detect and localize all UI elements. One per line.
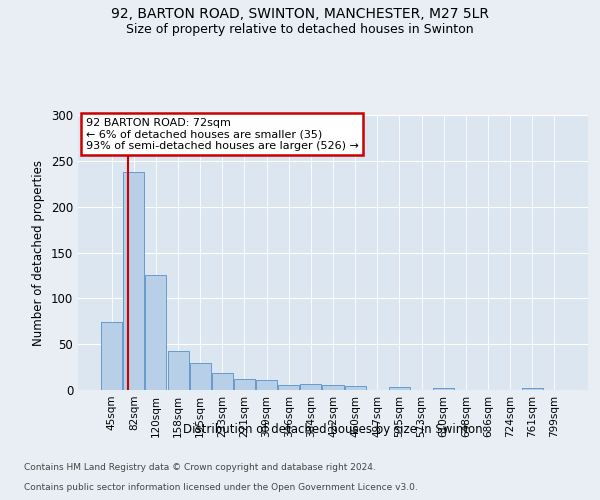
Bar	[234, 379, 255, 390]
Bar	[322, 386, 344, 390]
Bar	[278, 384, 299, 390]
Bar	[521, 388, 542, 390]
Text: 92 BARTON ROAD: 72sqm
← 6% of detached houses are smaller (35)
93% of semi-detac: 92 BARTON ROAD: 72sqm ← 6% of detached h…	[86, 118, 359, 151]
Bar	[433, 388, 454, 390]
Bar	[190, 362, 211, 390]
Bar	[389, 387, 410, 390]
Text: 92, BARTON ROAD, SWINTON, MANCHESTER, M27 5LR: 92, BARTON ROAD, SWINTON, MANCHESTER, M2…	[111, 8, 489, 22]
Bar	[124, 172, 145, 390]
Bar	[301, 384, 322, 390]
Text: Contains HM Land Registry data © Crown copyright and database right 2024.: Contains HM Land Registry data © Crown c…	[24, 464, 376, 472]
Y-axis label: Number of detached properties: Number of detached properties	[32, 160, 46, 346]
Bar	[256, 380, 277, 390]
Bar	[101, 322, 122, 390]
Text: Contains public sector information licensed under the Open Government Licence v3: Contains public sector information licen…	[24, 484, 418, 492]
Bar	[167, 350, 188, 390]
Bar	[145, 276, 166, 390]
Bar	[212, 372, 233, 390]
Text: Size of property relative to detached houses in Swinton: Size of property relative to detached ho…	[126, 22, 474, 36]
Bar	[344, 386, 365, 390]
Text: Distribution of detached houses by size in Swinton: Distribution of detached houses by size …	[183, 422, 483, 436]
